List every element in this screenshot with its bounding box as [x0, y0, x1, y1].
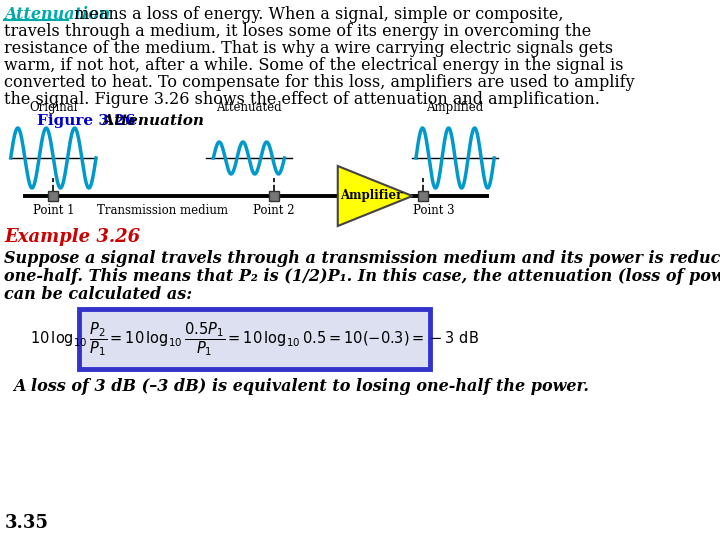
- Text: converted to heat. To compensate for this loss, amplifiers are used to amplify: converted to heat. To compensate for thi…: [4, 74, 635, 91]
- FancyBboxPatch shape: [418, 191, 428, 201]
- Text: Attenuated: Attenuated: [216, 101, 282, 114]
- Text: the signal. Figure 3.26 shows the effect of attenuation and amplification.: the signal. Figure 3.26 shows the effect…: [4, 91, 600, 108]
- Text: Point 3: Point 3: [413, 204, 454, 217]
- Text: Attenuation: Attenuation: [92, 114, 204, 128]
- Text: can be calculated as:: can be calculated as:: [4, 286, 192, 303]
- FancyBboxPatch shape: [48, 191, 58, 201]
- Text: Suppose a signal travels through a transmission medium and its power is reduced : Suppose a signal travels through a trans…: [4, 250, 720, 267]
- Text: Original: Original: [29, 101, 78, 114]
- Text: Point 1: Point 1: [32, 204, 74, 217]
- Text: Amplifier: Amplifier: [340, 190, 402, 202]
- Text: Example 3.26: Example 3.26: [4, 228, 140, 246]
- Text: Figure 3.26: Figure 3.26: [37, 114, 135, 128]
- Text: 3.35: 3.35: [4, 514, 48, 532]
- Text: Point 2: Point 2: [253, 204, 294, 217]
- Text: Transmission medium: Transmission medium: [96, 204, 228, 217]
- FancyBboxPatch shape: [79, 309, 431, 369]
- Text: Attenuation: Attenuation: [4, 6, 111, 23]
- Text: one-half. This means that P₂ is (1/2)P₁. In this case, the attenuation (loss of : one-half. This means that P₂ is (1/2)P₁.…: [4, 268, 720, 285]
- Text: travels through a medium, it loses some of its energy in overcoming the: travels through a medium, it loses some …: [4, 23, 592, 40]
- Polygon shape: [338, 166, 413, 226]
- Text: Amplified: Amplified: [426, 101, 484, 114]
- Text: means a loss of energy. When a signal, simple or composite,: means a loss of energy. When a signal, s…: [69, 6, 564, 23]
- FancyBboxPatch shape: [269, 191, 279, 201]
- Text: warm, if not hot, after a while. Some of the electrical energy in the signal is: warm, if not hot, after a while. Some of…: [4, 57, 624, 74]
- Text: resistance of the medium. That is why a wire carrying electric signals gets: resistance of the medium. That is why a …: [4, 40, 613, 57]
- Text: A loss of 3 dB (–3 dB) is equivalent to losing one-half the power.: A loss of 3 dB (–3 dB) is equivalent to …: [13, 378, 589, 395]
- Text: $10\,\log_{10}\dfrac{P_2}{P_1}= 10\,\log_{10}\dfrac{0.5P_1}{P_1}= 10\,\log_{10}0: $10\,\log_{10}\dfrac{P_2}{P_1}= 10\,\log…: [30, 320, 479, 358]
